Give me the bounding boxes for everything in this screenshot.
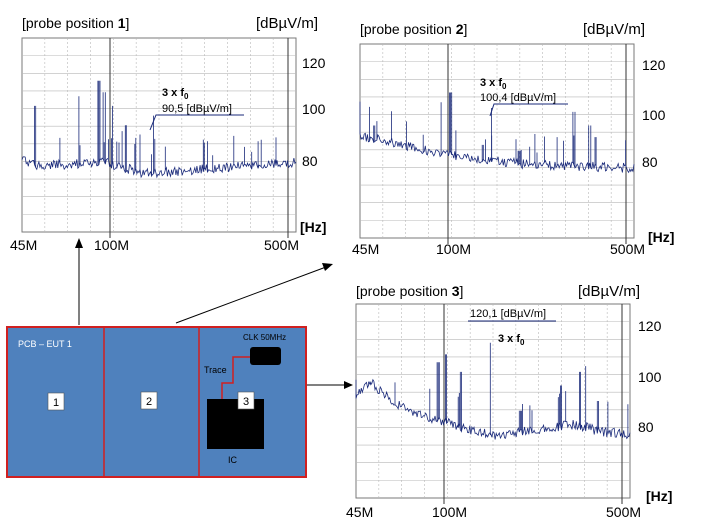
panel-2-ytick-80: 80 [642, 154, 658, 170]
connector-arrows [75, 238, 353, 389]
panel-1-spectrum-trace [21, 80, 297, 179]
zone-3-number: 3 [243, 396, 249, 408]
panel-1-xtick-45M: 45M [10, 237, 37, 253]
panel-2-grid [360, 44, 634, 244]
arrow-to-panel-1-head [75, 238, 83, 248]
arrow-to-panel-2-head [322, 263, 333, 271]
panel-1-unit: [dBµV/m] [256, 15, 318, 32]
arrow-to-panel-2 [175, 266, 327, 324]
panel-3-title: [probe position 3] [356, 283, 463, 299]
panel-1-ytick-120: 120 [302, 55, 326, 71]
panel-2-ytick-100: 100 [642, 107, 666, 123]
panel-2-unit: [dBµV/m] [583, 21, 645, 38]
panel-2-harmonic-value: 100,4 [dBµV/m] [480, 92, 556, 104]
panel-1-ytick-100: 100 [302, 101, 326, 117]
panel-3-xtick-100M: 100M [432, 504, 467, 520]
panel-3-ytick-100: 100 [638, 369, 662, 385]
pcb-label: PCB – EUT 1 [18, 339, 72, 349]
ic-label: IC [228, 455, 238, 465]
panel-2-xtick-100M: 100M [436, 241, 471, 257]
panel-3-harmonic-label: 3 x f0 [498, 333, 525, 347]
panel-1-xtick-500M: 500M [264, 237, 299, 253]
panel-2-xtick-45M: 45M [352, 241, 379, 257]
zone-3-marker [237, 391, 255, 410]
zone-2-marker [140, 391, 158, 410]
zone-2-number: 2 [146, 396, 152, 408]
clock-label: CLK 50MHz [243, 333, 286, 342]
panel-2-harmonic-label: 3 x f0 [480, 77, 507, 91]
panel-2-title: [probe position 2] [360, 21, 467, 37]
pcb-board: PCB – EUT 1 1 2 CLK 50MHz Trace 3 IC [6, 326, 307, 478]
spectrum-panel-3: [probe position 3] [dBµV/m] 120 100 80 [… [346, 283, 672, 520]
panel-3-xtick-500M: 500M [606, 504, 641, 520]
panel-1-xtick-100M: 100M [94, 237, 129, 253]
panel-2-spectrum-trace [359, 92, 635, 174]
zone-1-marker [47, 392, 65, 411]
panel-3-hz-label: [Hz] [646, 488, 672, 504]
zone-1-number: 1 [53, 397, 59, 409]
panel-3-harmonic-value: 120,1 [dBµV/m] [470, 308, 546, 320]
panel-3-ytick-120: 120 [638, 318, 662, 334]
panel-1-harmonic-label: 3 x f0 [162, 87, 189, 101]
panel-1-title: [probe position 1] [22, 15, 129, 31]
panel-2-hz-label: [Hz] [648, 229, 674, 245]
panel-1-harmonic-value: 90,5 [dBµV/m] [162, 103, 232, 115]
panel-1-hz-label: [Hz] [300, 219, 326, 235]
panel-1-annotation-leader [149, 114, 244, 131]
panel-3-xtick-45M: 45M [346, 504, 373, 520]
panel-2-xtick-500M: 500M [610, 241, 645, 257]
panel-3-spectrum-trace [355, 342, 631, 440]
panel-2-ytick-120: 120 [642, 57, 666, 73]
pcb-trace-line [221, 356, 250, 400]
panel-1-ytick-80: 80 [302, 153, 318, 169]
spectrum-panel-2: [probe position 2] [dBµV/m] 120 100 80 [… [352, 21, 674, 257]
panel-3-unit: [dBµV/m] [578, 283, 640, 300]
ic-chip [207, 399, 264, 449]
panel-1-grid [22, 38, 296, 238]
panel-3-grid [356, 304, 630, 504]
trace-label: Trace [204, 365, 227, 375]
arrow-to-panel-3-head [344, 381, 353, 389]
spectrum-panel-1: [probe position 1] [dBµV/m] 120 100 80 [… [10, 15, 326, 253]
panel-2-annotation-leader [489, 103, 568, 117]
panel-3-ytick-80: 80 [638, 419, 654, 435]
clock-chip [250, 347, 281, 365]
